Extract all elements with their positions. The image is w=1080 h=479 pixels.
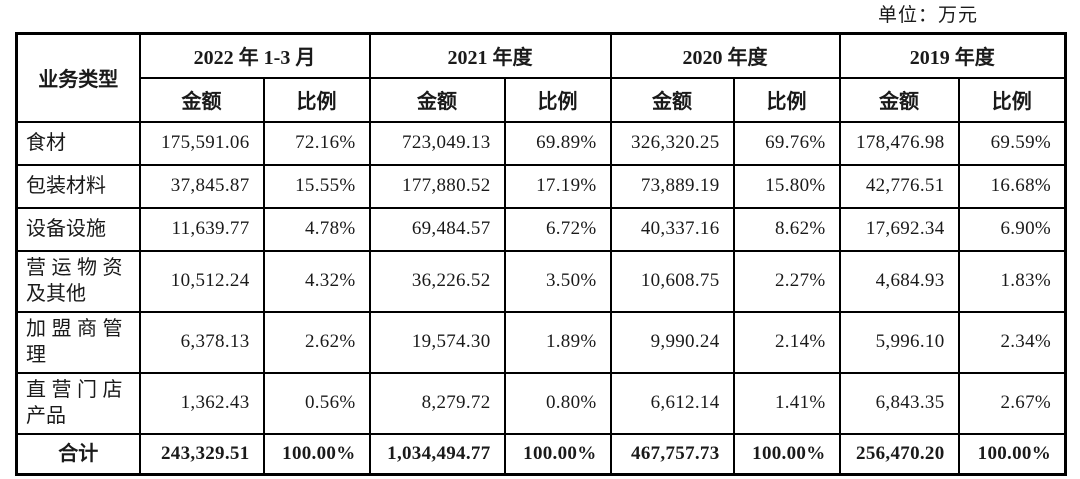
ratio-cell: 2.62% bbox=[262, 310, 371, 374]
revenue-by-business-type-table: 业务类型 2022 年 1-3 月 2021 年度 2020 年度 2019 年… bbox=[15, 32, 1068, 476]
ratio-cell: 2.27% bbox=[732, 249, 841, 313]
table-row: 包装材料 37,845.87 15.55% 177,880.52 17.19% 73,88… bbox=[15, 163, 1067, 209]
amount-cell: 1,362.43 bbox=[138, 371, 265, 435]
amount-cell: 177,880.52 bbox=[368, 163, 506, 209]
period-header-2020: 2020 年度 bbox=[609, 32, 841, 79]
amount-cell: 19,574.30 bbox=[368, 310, 506, 374]
ratio-cell: 15.55% bbox=[262, 163, 371, 209]
amount-cell: 8,279.72 bbox=[368, 371, 506, 435]
ratio-cell: 0.80% bbox=[503, 371, 612, 435]
amount-cell: 723,049.13 bbox=[368, 120, 506, 166]
ratio-header-2019: 比例 bbox=[957, 76, 1067, 123]
ratio-cell: 100.00% bbox=[503, 432, 612, 476]
row-label: 设备设施 bbox=[15, 206, 141, 252]
table-body: 食材 175,591.06 72.16% 723,049.13 69.89% 326,32… bbox=[15, 120, 1067, 435]
amount-cell: 4,684.93 bbox=[838, 249, 960, 313]
header-row-periods: 业务类型 2022 年 1-3 月 2021 年度 2020 年度 2019 年… bbox=[15, 32, 1067, 123]
period-header-2021: 2021 年度 bbox=[368, 32, 612, 79]
ratio-cell: 2.14% bbox=[732, 310, 841, 374]
ratio-cell: 69.76% bbox=[732, 120, 841, 166]
amount-cell: 1,034,494.77 bbox=[368, 432, 506, 476]
amount-cell: 10,512.24 bbox=[138, 249, 265, 313]
ratio-cell: 100.00% bbox=[732, 432, 841, 476]
amount-cell: 6,612.14 bbox=[609, 371, 735, 435]
ratio-cell: 1.41% bbox=[732, 371, 841, 435]
ratio-cell: 0.56% bbox=[262, 371, 371, 435]
row-label: 包装材料 bbox=[15, 163, 141, 209]
table-row: 营运物资及其他 10,512.24 4.32% 36,226.52 3.50% 10,60… bbox=[15, 249, 1067, 313]
amount-cell: 256,470.20 bbox=[838, 432, 960, 476]
ratio-cell: 17.19% bbox=[503, 163, 612, 209]
amount-cell: 42,776.51 bbox=[838, 163, 960, 209]
row-label: 加盟商管理 bbox=[15, 310, 141, 374]
ratio-cell: 15.80% bbox=[732, 163, 841, 209]
table-row: 加盟商管理 6,378.13 2.62% 19,574.30 1.89% 9,990.24… bbox=[15, 310, 1067, 374]
amount-cell: 10,608.75 bbox=[609, 249, 735, 313]
ratio-cell: 6.72% bbox=[503, 206, 612, 252]
amount-header-2020: 金额 bbox=[609, 76, 735, 123]
amount-cell: 6,378.13 bbox=[138, 310, 265, 374]
ratio-header-2021: 比例 bbox=[503, 76, 612, 123]
amount-cell: 9,990.24 bbox=[609, 310, 735, 374]
row-label: 直营门店产品 bbox=[15, 371, 141, 435]
amount-cell: 37,845.87 bbox=[138, 163, 265, 209]
table-row: 食材 175,591.06 72.16% 723,049.13 69.89% 326,32… bbox=[15, 120, 1067, 166]
amount-cell: 6,843.35 bbox=[838, 371, 960, 435]
ratio-cell: 1.83% bbox=[957, 249, 1067, 313]
ratio-cell: 72.16% bbox=[262, 120, 371, 166]
ratio-cell: 2.67% bbox=[957, 371, 1067, 435]
table-foot: 合计 243,329.51 100.00% 1,034,494.77 100.00% 46… bbox=[15, 432, 1067, 476]
amount-header-2022: 金额 bbox=[138, 76, 265, 123]
ratio-cell: 16.68% bbox=[957, 163, 1067, 209]
ratio-header-2020: 比例 bbox=[732, 76, 841, 123]
row-label: 食材 bbox=[15, 120, 141, 166]
unit-row: 单位：万元 bbox=[0, 0, 978, 28]
ratio-cell: 3.50% bbox=[503, 249, 612, 313]
amount-header-2019: 金额 bbox=[838, 76, 960, 123]
ratio-cell: 1.89% bbox=[503, 310, 612, 374]
ratio-cell: 8.62% bbox=[732, 206, 841, 252]
amount-cell: 17,692.34 bbox=[838, 206, 960, 252]
amount-cell: 5,996.10 bbox=[838, 310, 960, 374]
ratio-header-2022: 比例 bbox=[262, 76, 371, 123]
amount-cell: 326,320.25 bbox=[609, 120, 735, 166]
business-type-header: 业务类型 bbox=[15, 32, 141, 123]
ratio-cell: 69.59% bbox=[957, 120, 1067, 166]
ratio-cell: 100.00% bbox=[262, 432, 371, 476]
ratio-cell: 4.32% bbox=[262, 249, 371, 313]
ratio-cell: 2.34% bbox=[957, 310, 1067, 374]
amount-cell: 40,337.16 bbox=[609, 206, 735, 252]
amount-cell: 11,639.77 bbox=[138, 206, 265, 252]
row-label: 合计 bbox=[15, 432, 141, 476]
amount-cell: 178,476.98 bbox=[838, 120, 960, 166]
amount-cell: 467,757.73 bbox=[609, 432, 735, 476]
ratio-cell: 69.89% bbox=[503, 120, 612, 166]
amount-cell: 175,591.06 bbox=[138, 120, 265, 166]
period-header-2022: 2022 年 1-3 月 bbox=[138, 32, 371, 79]
total-row: 合计 243,329.51 100.00% 1,034,494.77 100.00% 46… bbox=[15, 432, 1067, 476]
row-label: 营运物资及其他 bbox=[15, 249, 141, 313]
ratio-cell: 4.78% bbox=[262, 206, 371, 252]
amount-cell: 73,889.19 bbox=[609, 163, 735, 209]
period-header-2019: 2019 年度 bbox=[838, 32, 1067, 79]
unit-label: 单位：万元 bbox=[877, 5, 978, 26]
amount-cell: 36,226.52 bbox=[368, 249, 506, 313]
amount-cell: 69,484.57 bbox=[368, 206, 506, 252]
ratio-cell: 100.00% bbox=[957, 432, 1067, 476]
amount-cell: 243,329.51 bbox=[138, 432, 265, 476]
table-row: 设备设施 11,639.77 4.78% 69,484.57 6.72% 40,337.1… bbox=[15, 206, 1067, 252]
ratio-cell: 6.90% bbox=[957, 206, 1067, 252]
amount-header-2021: 金额 bbox=[368, 76, 506, 123]
header-row-sub: 金额 比例 金额 比例 金额 比例 金额 比例 bbox=[17, 76, 1067, 123]
table-row: 直营门店产品 1,362.43 0.56% 8,279.72 0.80% 6,612.14… bbox=[15, 371, 1067, 435]
